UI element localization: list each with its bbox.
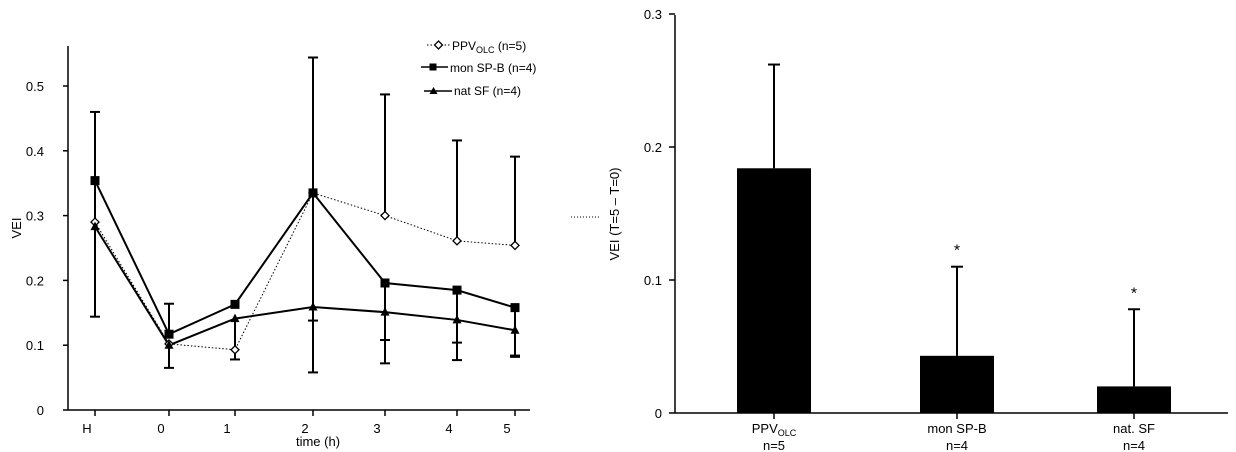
data-point-square (308, 188, 318, 198)
x-tick-n-label: n=4 (946, 438, 968, 452)
x-tick-label: 1 (223, 421, 230, 436)
data-point-square (452, 285, 462, 295)
bar (920, 355, 994, 413)
x-tick-n-label: n=5 (763, 438, 785, 452)
bar-chart-y-ticks: 0 0.1 0.2 0.3 (644, 7, 675, 421)
legend-label-mon-spb: mon SP-B (n=4) (450, 61, 536, 75)
significance-star: * (1131, 285, 1137, 302)
line-chart-error-bars (90, 56, 520, 374)
line-chart-legend: PPVOLC (n=5) mon SP-B (n=4) nat SF (n=4) (421, 39, 536, 98)
line-chart-ylabel: VEI (9, 218, 24, 239)
line-chart-xlabel: time (h) (296, 434, 340, 449)
data-point-square (510, 303, 520, 313)
y-tick-label: 0.4 (26, 144, 44, 159)
data-point-diamond (452, 235, 462, 246)
data-point-diamond (380, 210, 390, 221)
legend-label-nat-sf: nat SF (n=4) (454, 84, 521, 98)
x-tick-label: 4 (445, 421, 452, 436)
line-chart-x-ticks: H 0 1 2 3 4 5 (82, 410, 516, 436)
legend-label-ppv-olc: PPVOLC (n=5) (452, 39, 526, 55)
data-point-triangle (380, 307, 390, 316)
data-point-diamond (510, 240, 520, 251)
data-point-square (164, 329, 174, 339)
line-chart: VEI time (h) 0 0.1 0.2 0.3 0.4 0.5 H 0 1 2 3 4 5 PP… (9, 39, 536, 449)
x-tick-n-label: n=4 (1123, 438, 1145, 452)
x-tick-label: PPVOLC (752, 421, 797, 438)
data-point-triangle (164, 340, 174, 349)
data-point-triangle (90, 221, 100, 231)
data-point-triangle (510, 325, 520, 334)
legend-entry-ppv-olc: PPVOLC (n=5) (427, 39, 526, 55)
x-tick-label: nat. SF (1113, 421, 1155, 436)
line-chart-series (90, 176, 520, 355)
x-tick-label: mon SP-B (927, 421, 986, 436)
legend-entry-mon-spb: mon SP-B (n=4) (421, 61, 536, 75)
bar (737, 168, 811, 413)
series-line-2 (94, 226, 516, 347)
y-tick-label: 0.2 (644, 140, 662, 155)
bar-chart-bars (737, 168, 1171, 413)
line-chart-y-ticks: 0 0.1 0.2 0.3 0.4 0.5 (26, 79, 68, 418)
y-tick-label: 0.2 (26, 273, 44, 288)
significance-star: * (954, 243, 960, 260)
y-tick-label: 0.1 (644, 273, 662, 288)
x-tick-label: 5 (503, 421, 510, 436)
data-point-triangle (308, 301, 318, 311)
series-line-1 (94, 180, 516, 336)
data-point-square (380, 278, 390, 288)
x-tick-label: 2 (301, 421, 308, 436)
y-tick-label: 0.3 (26, 209, 44, 224)
legend-marker-diamond (433, 40, 444, 50)
data-point-diamond (230, 344, 240, 355)
bar-chart-error-bars (768, 63, 1140, 387)
bar-chart: VEI (T=5 – T=0) 00.10.20.3 ** PPVOLCn=5m… (607, 7, 1228, 452)
y-tick-label: 0.5 (26, 79, 44, 94)
bar (1097, 386, 1171, 413)
y-tick-label: 0.3 (644, 7, 662, 22)
legend-marker-square (429, 63, 437, 71)
bar-chart-ylabel: VEI (T=5 – T=0) (607, 168, 622, 261)
x-tick-label: H (82, 421, 91, 436)
data-point-triangle (452, 314, 462, 324)
data-point-square (90, 176, 100, 186)
data-point-square (230, 299, 240, 309)
bar-chart-significance: ** (954, 243, 1137, 303)
y-tick-label: 0.1 (26, 338, 44, 353)
legend-entry-nat-sf: nat SF (n=4) (424, 84, 521, 98)
y-tick-label: 0 (655, 406, 662, 421)
y-tick-label: 0 (37, 403, 44, 418)
data-point-triangle (230, 313, 240, 323)
x-tick-label: 3 (373, 421, 380, 436)
legend-marker-triangle (429, 87, 438, 94)
x-tick-label: 0 (157, 421, 164, 436)
